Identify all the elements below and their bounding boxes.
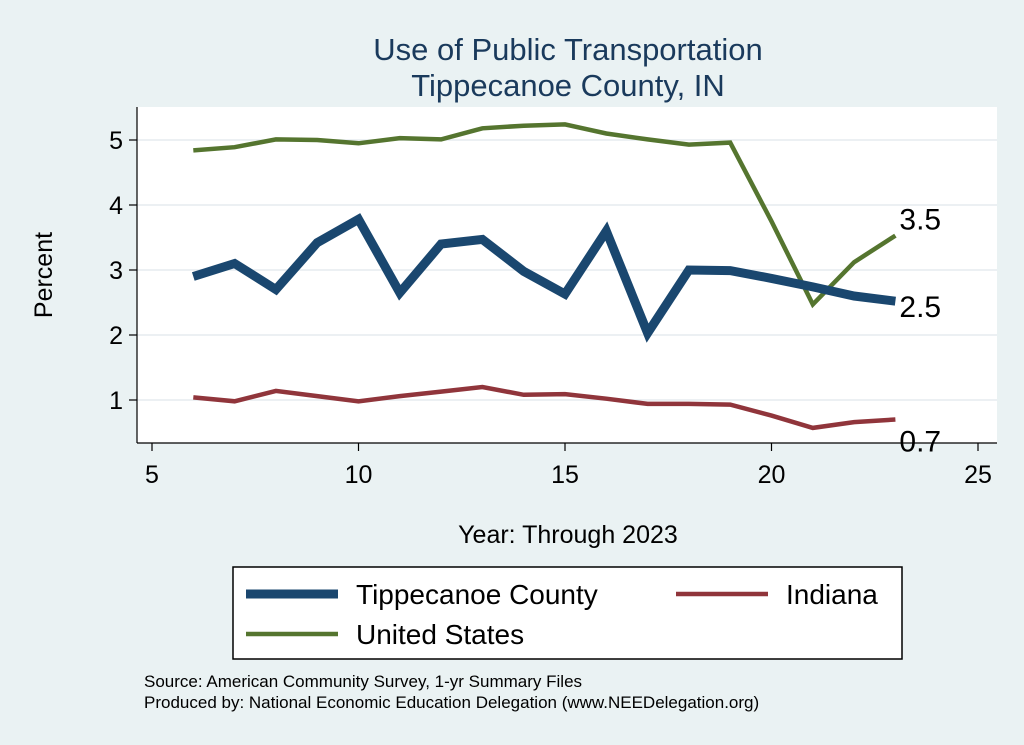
x-tick-label: 10 bbox=[345, 461, 373, 489]
end-label-tippecanoe-county: 2.5 bbox=[899, 291, 941, 324]
end-label-united-states: 3.5 bbox=[899, 204, 941, 237]
y-tick-label: 1 bbox=[109, 387, 123, 415]
legend-label-tippecanoe-county: Tippecanoe County bbox=[356, 579, 598, 610]
end-label-indiana: 0.7 bbox=[899, 426, 941, 459]
plot-area bbox=[137, 107, 997, 443]
x-axis-title: Year: Through 2023 bbox=[458, 521, 678, 549]
y-ticks: 1 2 3 4 5 bbox=[109, 127, 137, 415]
series-line-united-states bbox=[193, 122, 897, 309]
x-tick-label: 20 bbox=[758, 461, 786, 489]
legend-label-indiana: Indiana bbox=[786, 579, 878, 610]
series-line-tippecanoe-county bbox=[191, 213, 896, 343]
legend-label-united-states: United States bbox=[356, 619, 524, 650]
source-note: Source: American Community Survey, 1-yr … bbox=[144, 672, 582, 691]
x-tick-label: 15 bbox=[551, 461, 579, 489]
series-lines bbox=[191, 122, 897, 431]
legend-box bbox=[232, 566, 903, 660]
y-tick-label: 3 bbox=[109, 257, 123, 285]
chart-subtitle: Tippecanoe County, IN bbox=[411, 68, 725, 103]
end-labels: 2.5 0.7 3.5 bbox=[899, 204, 941, 459]
producer-note: Produced by: National Economic Education… bbox=[144, 693, 759, 712]
x-tick-label: 5 bbox=[145, 461, 159, 489]
y-tick-label: 4 bbox=[109, 192, 123, 220]
y-tick-label: 2 bbox=[109, 322, 123, 350]
x-ticks: 5 10 15 20 25 bbox=[145, 443, 992, 489]
chart-title: Use of Public Transportation bbox=[373, 32, 762, 67]
y-axis-title: Percent bbox=[30, 232, 58, 318]
grid-lines bbox=[137, 139, 997, 401]
series-line-indiana bbox=[193, 384, 896, 431]
legend: Tippecanoe County Indiana United States bbox=[246, 579, 878, 650]
y-tick-label: 5 bbox=[109, 127, 123, 155]
x-tick-label: 25 bbox=[964, 461, 992, 489]
